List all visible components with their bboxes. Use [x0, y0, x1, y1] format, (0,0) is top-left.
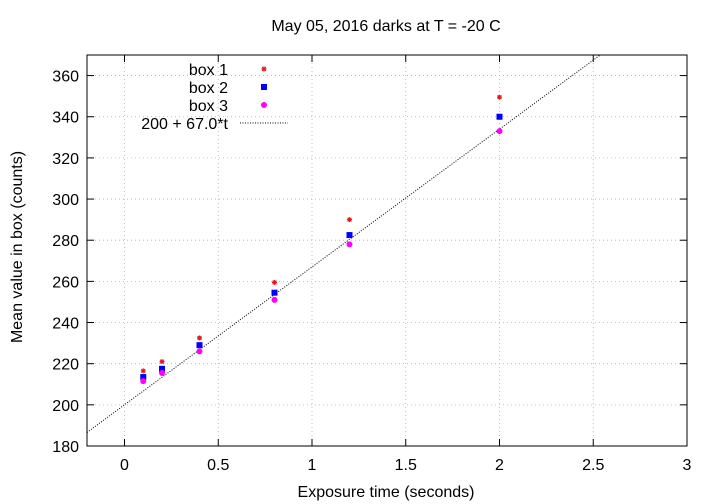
star-stroke [272, 280, 277, 285]
x-tick-label: 1 [308, 457, 317, 474]
plot-frame [86, 54, 688, 447]
y-tick-label: 220 [52, 357, 79, 374]
y-tick-label: 280 [52, 233, 79, 250]
y-tick-label: 320 [52, 151, 79, 168]
y-axis-label: Mean value in box (counts) [9, 151, 26, 343]
legend-marker-box-1 [261, 66, 267, 72]
chart-title: May 05, 2016 darks at T = -20 C [271, 18, 500, 35]
data-point-box-2 [159, 365, 165, 372]
legend-marker-box-3 [261, 102, 267, 108]
y-tick-label: 300 [52, 192, 79, 209]
y-tick-label: 200 [52, 398, 79, 415]
data-point-box-1 [497, 94, 502, 100]
data-point-box-2 [346, 232, 353, 239]
data-point-box-2 [496, 113, 503, 120]
x-tick-label: 0 [120, 457, 129, 474]
data-point-box-1 [347, 217, 352, 223]
star-stroke [197, 335, 202, 341]
tick-labels: 0 0.5 1 1.5 2 2.5 3 180 200 220 240 260 280 300 320 340… [52, 69, 691, 474]
legend-label-box-2: box 2 [189, 80, 228, 97]
star-stroke [347, 217, 352, 222]
star-stroke [140, 368, 146, 374]
data-point-box-3 [140, 378, 147, 385]
y-tick-label: 360 [52, 69, 79, 86]
fit-line [86, 54, 601, 433]
data-point-box-3 [196, 348, 203, 355]
x-axis-label: Exposure time (seconds) [298, 484, 475, 501]
legend-marker-box-2 [261, 84, 267, 90]
y-tick-label: 340 [52, 110, 79, 127]
data-point-box-1 [159, 359, 165, 365]
data-point-box-3 [496, 128, 503, 135]
x-tick-label: 3 [683, 457, 692, 474]
star-stroke [497, 94, 502, 100]
legend-label-box-3: box 3 [189, 98, 228, 115]
data-point-box-2 [271, 289, 278, 296]
legend-label-box-1: box 1 [189, 62, 228, 79]
y-tick-label: 180 [52, 439, 79, 456]
data-point-box-1 [197, 335, 202, 341]
data-point-box-2 [196, 342, 203, 349]
data-point-box-3 [346, 241, 353, 248]
ticks [87, 55, 688, 447]
y-tick-label: 240 [52, 316, 79, 333]
data-point-box-3 [271, 296, 278, 303]
x-tick-label: 1.5 [395, 457, 417, 474]
x-tick-label: 0.5 [207, 457, 229, 474]
data-point-box-1 [272, 279, 277, 285]
y-tick-label: 260 [52, 274, 79, 291]
data-point-box-2 [140, 374, 147, 381]
data-point-box-3 [159, 369, 165, 376]
fit-layer [86, 54, 601, 433]
data-point-box-1 [140, 368, 146, 374]
legend-label-fit: 200 + 67.0*t [141, 116, 228, 133]
star-stroke [261, 66, 267, 72]
grid [87, 55, 688, 447]
x-tick-label: 2.5 [582, 457, 604, 474]
x-tick-label: 2 [495, 457, 504, 474]
points-layer [140, 94, 503, 385]
star-stroke [159, 359, 165, 364]
